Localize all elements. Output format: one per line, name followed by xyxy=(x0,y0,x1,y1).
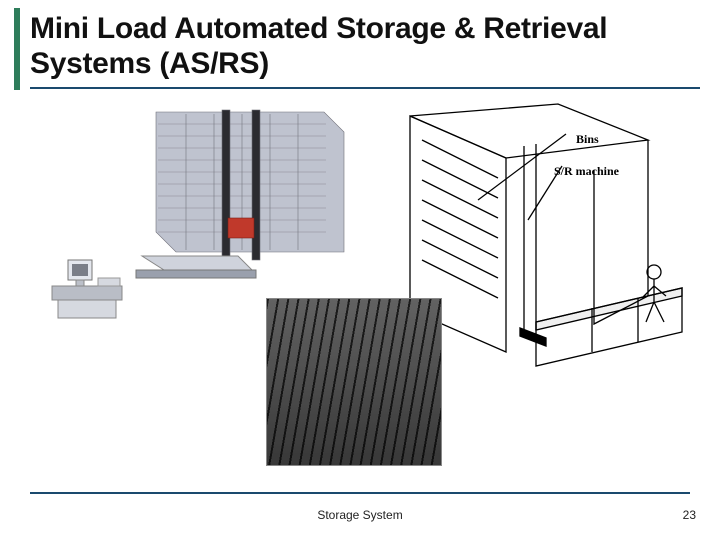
footer-rule xyxy=(30,492,690,494)
illustration-photo xyxy=(266,298,442,466)
rack-svg xyxy=(46,100,366,330)
slide: Mini Load Automated Storage & Retrieval … xyxy=(0,0,720,540)
photo-texture xyxy=(267,299,441,465)
illustration-rack-system xyxy=(46,100,366,330)
content-area: Bins S/R machine xyxy=(30,104,690,476)
title-block: Mini Load Automated Storage & Retrieval … xyxy=(30,12,700,89)
diagram-label-srm: S/R machine xyxy=(554,164,619,179)
footer-label: Storage System xyxy=(0,508,720,522)
slide-title: Mini Load Automated Storage & Retrieval … xyxy=(30,12,700,81)
diagram-label-bins: Bins xyxy=(576,132,599,147)
accent-bar xyxy=(14,8,20,90)
page-number: 23 xyxy=(683,508,696,522)
